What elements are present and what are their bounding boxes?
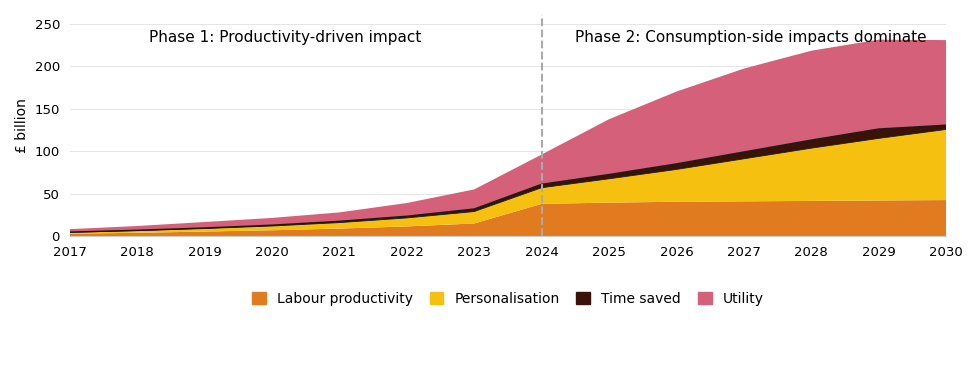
- Text: Phase 2: Consumption-side impacts dominate: Phase 2: Consumption-side impacts domina…: [574, 30, 925, 45]
- Text: Phase 1: Productivity-driven impact: Phase 1: Productivity-driven impact: [149, 30, 421, 45]
- Legend: Labour productivity, Personalisation, Time saved, Utility: Labour productivity, Personalisation, Ti…: [247, 287, 767, 310]
- Y-axis label: £ billion: £ billion: [15, 98, 29, 153]
